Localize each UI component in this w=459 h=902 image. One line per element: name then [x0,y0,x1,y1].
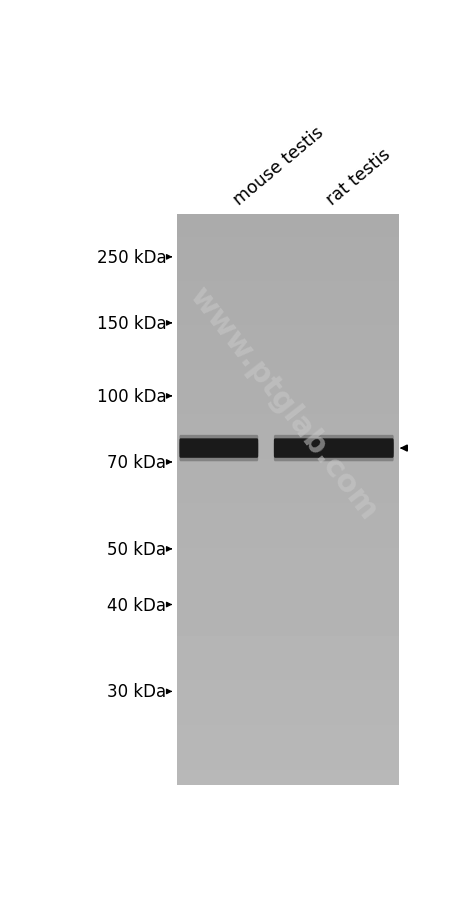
Text: 100 kDa: 100 kDa [96,388,166,406]
Text: 150 kDa: 150 kDa [96,315,166,333]
Text: 30 kDa: 30 kDa [107,683,166,701]
Text: 40 kDa: 40 kDa [107,596,166,614]
FancyBboxPatch shape [179,439,257,458]
Text: 70 kDa: 70 kDa [107,454,166,472]
FancyBboxPatch shape [273,442,393,462]
FancyBboxPatch shape [273,439,393,458]
Text: 250 kDa: 250 kDa [96,249,166,267]
Text: 50 kDa: 50 kDa [107,540,166,558]
FancyBboxPatch shape [273,436,393,455]
FancyBboxPatch shape [179,442,257,462]
FancyBboxPatch shape [179,436,257,455]
Text: mouse testis: mouse testis [230,124,327,209]
Text: www.ptglab.com: www.ptglab.com [184,281,383,525]
Text: rat testis: rat testis [322,145,393,209]
